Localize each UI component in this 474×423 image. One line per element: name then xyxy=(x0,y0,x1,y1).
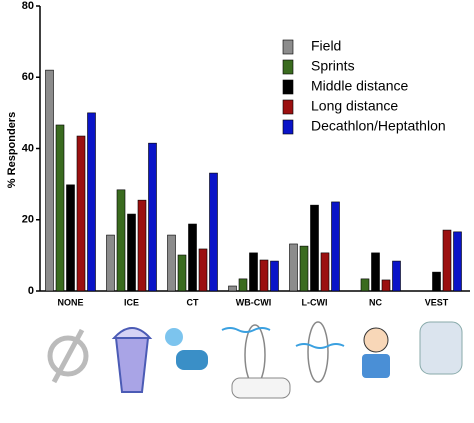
nc-icon-head xyxy=(363,327,389,353)
bar xyxy=(360,278,370,292)
y-tick-label: 60 xyxy=(22,71,34,83)
bar xyxy=(249,252,258,292)
x-tick-label: NC xyxy=(369,297,382,307)
bar xyxy=(270,260,279,292)
bar xyxy=(55,124,65,292)
legend-label: Field xyxy=(311,38,341,54)
bar xyxy=(76,135,86,292)
ice-icon xyxy=(114,337,150,393)
x-tick-label: NONE xyxy=(57,297,83,307)
bar xyxy=(209,172,218,292)
bar xyxy=(371,252,380,292)
nc-icon-body xyxy=(362,354,390,378)
bar xyxy=(148,142,157,292)
wb-cwi-wave xyxy=(221,327,271,333)
bar xyxy=(299,245,309,292)
legend-label: Sprints xyxy=(311,58,355,74)
l-cwi-icon xyxy=(307,321,329,383)
bar xyxy=(238,278,248,292)
bar xyxy=(188,223,197,292)
wb-cwi-icon xyxy=(244,324,266,386)
legend-swatch xyxy=(282,119,294,135)
ice-icon-lid xyxy=(111,327,153,339)
bar xyxy=(66,184,75,292)
y-tick-label: 0 xyxy=(28,285,34,297)
bar xyxy=(442,229,452,292)
bar xyxy=(45,69,54,292)
bar xyxy=(310,204,319,292)
y-axis-label: % Responders xyxy=(6,112,18,188)
ct-icon-towel xyxy=(176,350,208,370)
bath-icon xyxy=(231,377,291,399)
bar xyxy=(259,259,269,292)
x-tick-label: CT xyxy=(187,297,199,307)
bar xyxy=(87,112,96,292)
x-tick-label: L-CWI xyxy=(302,297,328,307)
y-tick-label: 20 xyxy=(22,214,34,226)
legend-swatch xyxy=(282,79,294,95)
bar xyxy=(106,234,115,292)
l-cwi-wave xyxy=(295,343,345,349)
x-tick-label: ICE xyxy=(124,297,139,307)
bar xyxy=(137,199,147,292)
x-tick-label: WB-CWI xyxy=(236,297,272,307)
legend-label: Decathlon/Heptathlon xyxy=(311,118,446,134)
bar xyxy=(289,243,298,292)
bar xyxy=(331,201,340,292)
none-icon xyxy=(47,335,89,377)
bar xyxy=(167,234,176,292)
bar xyxy=(392,260,401,292)
legend-label: Middle distance xyxy=(311,78,408,94)
legend-swatch xyxy=(282,99,294,115)
x-tick-label: VEST xyxy=(425,297,449,307)
vest-icon xyxy=(419,321,463,375)
none-icon-slash xyxy=(51,328,85,384)
bar xyxy=(127,213,136,292)
bar xyxy=(453,231,462,292)
bar xyxy=(177,254,187,292)
y-tick-label: 80 xyxy=(22,0,34,12)
legend-swatch xyxy=(282,59,294,75)
bar xyxy=(381,279,391,292)
bar xyxy=(116,189,126,292)
icons xyxy=(47,321,463,399)
ct-icon xyxy=(165,328,183,346)
legend-swatch xyxy=(282,39,294,55)
legend-label: Long distance xyxy=(311,98,398,114)
bar xyxy=(198,248,208,292)
bar xyxy=(320,252,330,292)
bar xyxy=(228,285,237,292)
y-tick-label: 40 xyxy=(22,142,34,154)
bar xyxy=(432,271,441,292)
